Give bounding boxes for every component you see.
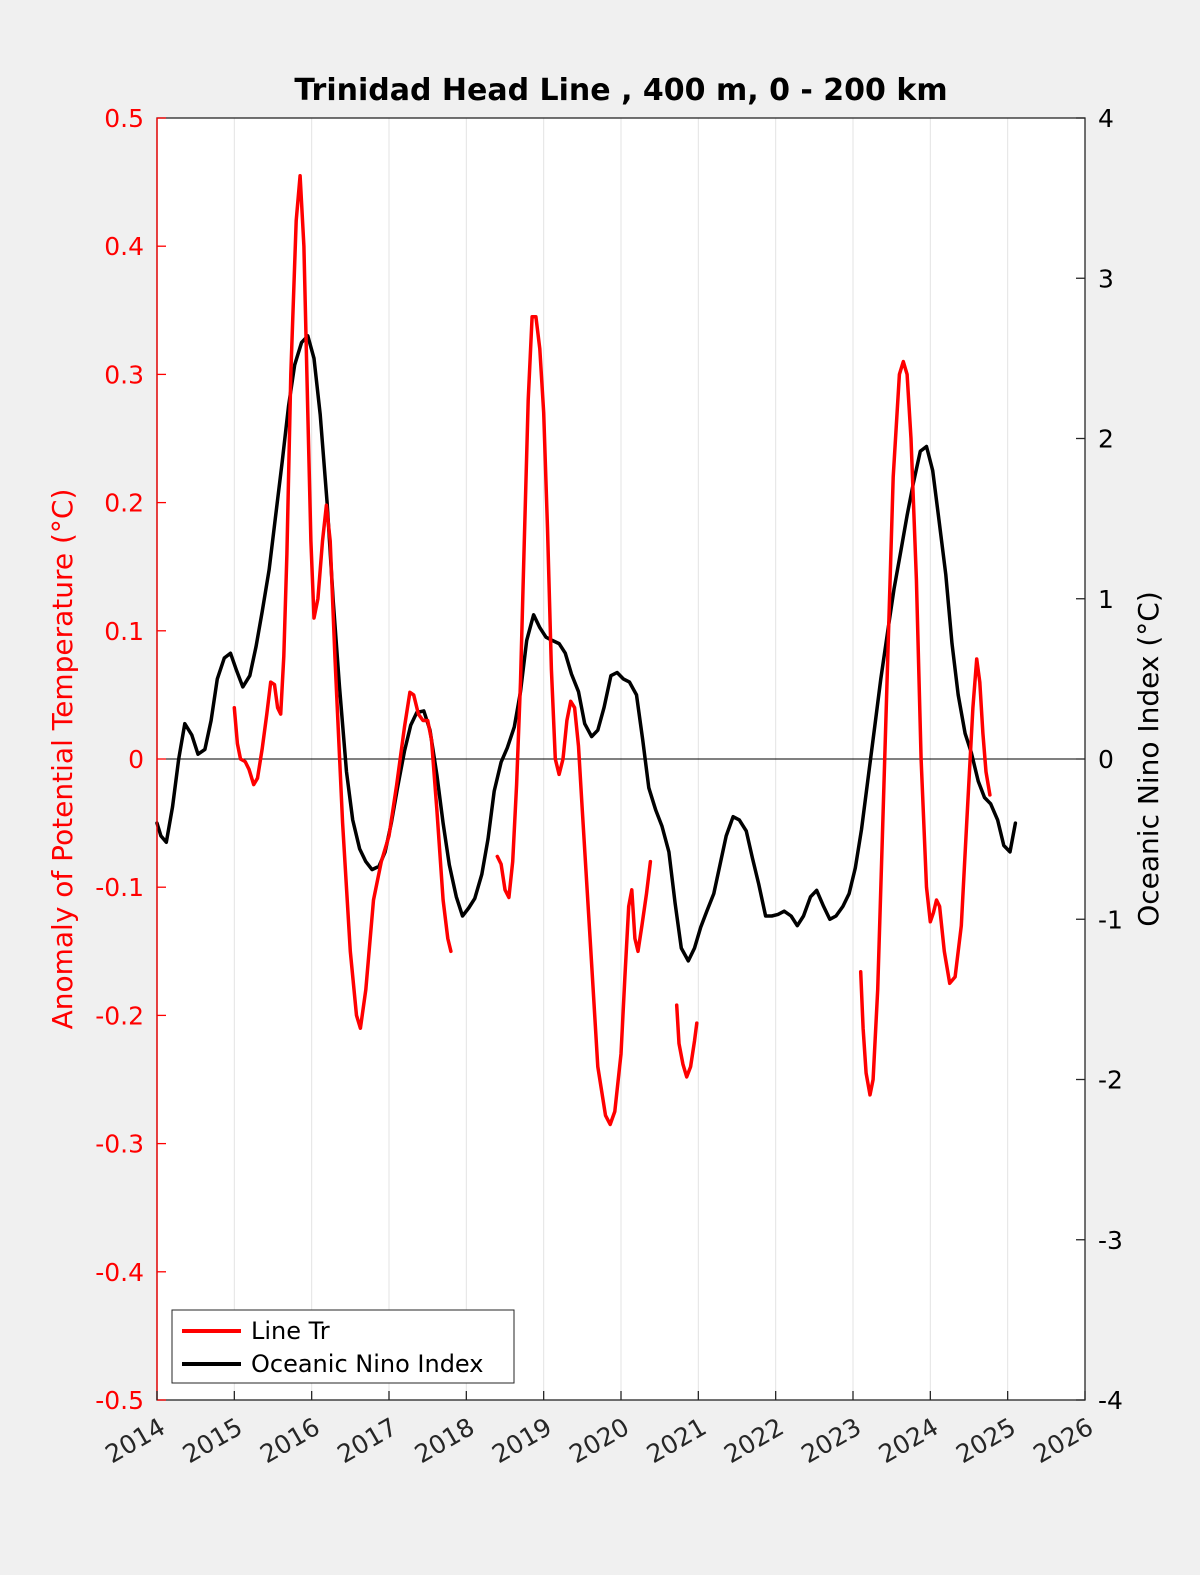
series-line-line-tr — [232, 173, 453, 1030]
right-y-tick-label: 3 — [1098, 264, 1114, 293]
left-y-tick-label: -0.4 — [95, 1258, 144, 1287]
right-y-tick-label: 2 — [1098, 425, 1114, 454]
right-y-tick-label: 0 — [1098, 745, 1114, 774]
left-y-axis-label: Anomaly of Potential Temperature (°C) — [46, 489, 79, 1030]
right-y-tick-label: -1 — [1098, 905, 1123, 934]
left-y-tick-label: -0.3 — [95, 1130, 144, 1159]
series-line-line-tr — [674, 1003, 699, 1079]
right-y-tick-label: -2 — [1098, 1066, 1123, 1095]
legend: Line Tr Oceanic Nino Index — [171, 1309, 515, 1384]
series-line-line-tr — [858, 359, 992, 1097]
series-layer — [155, 173, 1018, 1127]
right-y-tick-label: -3 — [1098, 1226, 1123, 1255]
right-y-tick-label: 1 — [1098, 585, 1114, 614]
left-y-tick-label: -0.1 — [95, 873, 144, 902]
legend-box — [171, 1309, 515, 1384]
right-y-axis: -4 -3 -2 -1 0 1 2 3 4 — [1076, 104, 1123, 1415]
left-y-tick-label: -0.2 — [95, 1001, 144, 1030]
left-y-axis: -0.5 -0.4 -0.3 -0.2 -0.1 0 0.1 0.2 0.3 0.4 0.5 — [95, 104, 166, 1415]
series-line-oceanic-nino-index — [155, 334, 1018, 963]
left-y-tick-label: 0.5 — [104, 104, 144, 133]
right-y-axis-label: Oceanic Nino Index (°C) — [1132, 591, 1165, 927]
right-y-tick-label: -4 — [1098, 1386, 1123, 1415]
legend-label-line-tr: Line Tr — [251, 1317, 330, 1345]
left-y-tick-label: 0.4 — [104, 232, 144, 261]
left-y-tick-label: 0.2 — [104, 489, 144, 518]
chart-title: Trinidad Head Line , 400 m, 0 - 200 km — [294, 73, 947, 108]
left-y-tick-label: -0.5 — [95, 1386, 144, 1415]
left-y-tick-label: 0 — [128, 745, 144, 774]
series-line-line-tr — [495, 314, 653, 1127]
legend-label-oni: Oceanic Nino Index — [251, 1350, 483, 1378]
left-y-tick-label: 0.1 — [104, 617, 144, 646]
left-y-tick-label: 0.3 — [104, 360, 144, 389]
right-y-tick-label: 4 — [1098, 104, 1114, 133]
